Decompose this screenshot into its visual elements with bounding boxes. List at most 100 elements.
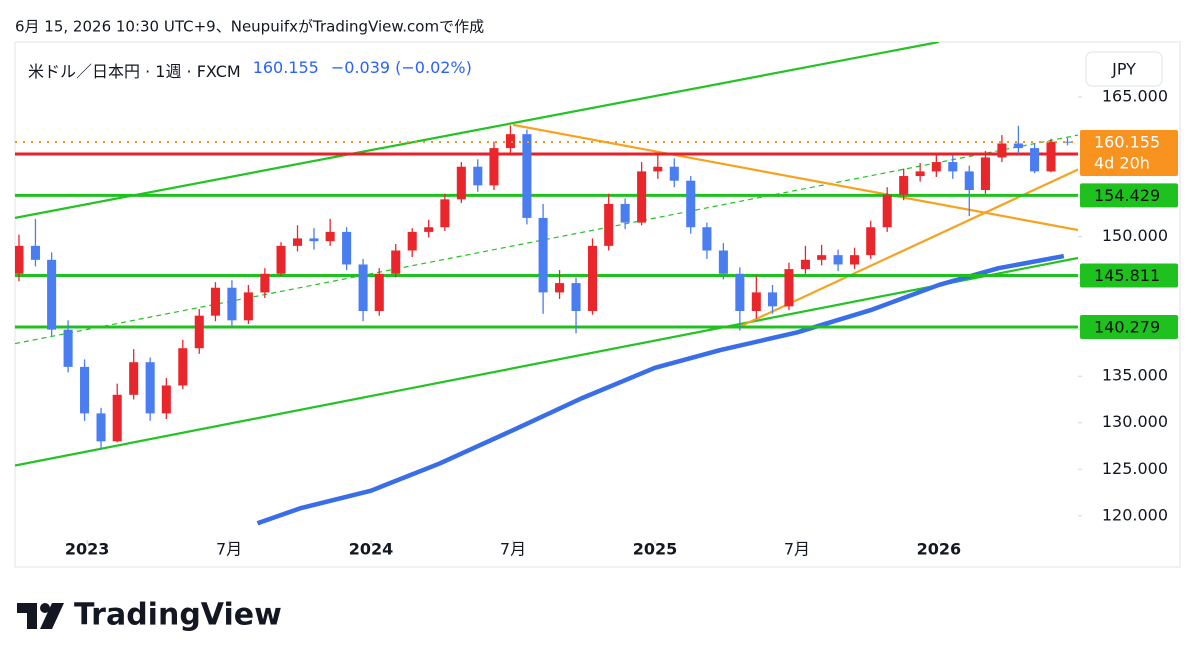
candle-body <box>129 362 139 395</box>
candle-body <box>145 362 155 414</box>
candle-body <box>964 171 974 191</box>
candle-body <box>342 231 352 265</box>
legend: 米ドル／日本円 · 1週 · FXCM 160.155 −0.039 (−0.0… <box>28 58 472 82</box>
price-badge-label: 140.279 <box>1094 318 1160 337</box>
candle-body <box>473 166 483 186</box>
logo-icon <box>40 603 64 629</box>
y-tick-label: 135.000 <box>1102 366 1168 385</box>
candle-body <box>637 171 647 223</box>
last-price: 160.155 <box>252 58 319 77</box>
candle-body <box>653 166 663 172</box>
candle-body <box>161 385 171 414</box>
candle-body <box>1062 141 1073 143</box>
candle-body <box>833 255 843 265</box>
price-badge-label: 145.811 <box>1094 266 1160 285</box>
candle-body <box>112 394 122 442</box>
candle-body <box>374 273 384 312</box>
countdown-label: 4d 20h <box>1094 154 1150 173</box>
candle-body <box>1030 148 1040 172</box>
candle-body <box>80 366 90 414</box>
candle-body <box>702 227 712 251</box>
candle-body <box>1013 143 1023 149</box>
currency-label[interactable]: JPY <box>1111 60 1136 79</box>
candle-body <box>915 171 925 177</box>
y-tick-label: 150.000 <box>1102 226 1168 245</box>
candle-body <box>899 176 909 195</box>
price-badge <box>1080 315 1178 340</box>
trend-line <box>15 42 940 220</box>
candle-body <box>309 238 319 242</box>
candle-body <box>751 292 761 312</box>
x-tick-label: 2025 <box>633 540 678 559</box>
candle-body <box>620 203 630 223</box>
candle-body <box>96 413 106 442</box>
candle-body <box>817 255 827 260</box>
candle-body <box>30 245 40 260</box>
trend-line <box>15 256 1078 467</box>
price-change: −0.039 (−0.02%) <box>330 58 472 77</box>
candle-body <box>260 273 270 293</box>
candle-body <box>325 231 335 242</box>
candle-body <box>391 250 401 274</box>
price-badge <box>1080 183 1178 208</box>
candle-body <box>850 255 860 265</box>
brand: TradingView <box>74 598 282 633</box>
candle-body <box>358 264 368 312</box>
candle-body <box>555 283 565 293</box>
candle-body <box>489 148 499 186</box>
x-tick-label: 7月 <box>784 540 810 559</box>
candle-body <box>669 166 679 181</box>
candle-body <box>587 245 598 312</box>
moving-average <box>256 253 1065 526</box>
x-tick-label: 2024 <box>349 540 394 559</box>
currency-button[interactable] <box>1085 51 1163 87</box>
x-tick-label: 2023 <box>65 540 110 559</box>
x-tick-label: 2026 <box>917 540 962 559</box>
candle-body <box>1046 141 1056 172</box>
candle-body <box>882 194 892 228</box>
candle-body <box>227 287 237 321</box>
symbol-title: 米ドル／日本円 · 1週 · FXCM <box>28 62 241 81</box>
candle-body <box>784 269 794 307</box>
logo-icon <box>17 603 37 629</box>
y-tick-label: 165.000 <box>1102 86 1168 105</box>
candle-body <box>424 227 434 232</box>
candle-body <box>522 134 532 218</box>
candle-body <box>538 217 548 293</box>
axes: 120.000125.000130.000135.000140.000145.0… <box>65 86 1178 559</box>
candle-body <box>505 134 515 149</box>
candle-body <box>15 245 24 274</box>
candle-body <box>686 180 696 228</box>
trend-line <box>512 123 1078 232</box>
candle-body <box>194 315 204 349</box>
candle-body <box>456 166 466 200</box>
y-tick-label: 120.000 <box>1102 505 1168 524</box>
candle-body <box>604 203 614 246</box>
y-tick-label: 125.000 <box>1102 459 1168 478</box>
y-tick-label: 130.000 <box>1102 412 1168 431</box>
candle-body <box>931 162 941 172</box>
candle-body <box>866 227 876 256</box>
logo-icon <box>40 603 50 613</box>
chart-frame <box>14 41 1181 568</box>
candle-body <box>243 292 253 321</box>
candle-body <box>800 259 810 270</box>
candle-body <box>718 250 728 274</box>
candle-body <box>735 273 745 312</box>
candle-body <box>948 162 958 172</box>
candle-body <box>407 231 417 251</box>
price-badge-label: 154.429 <box>1094 186 1160 205</box>
candle-body <box>571 283 581 312</box>
candle-body <box>47 259 57 330</box>
candle-body <box>440 199 450 228</box>
candle-body <box>767 292 778 307</box>
candle-body <box>63 329 73 367</box>
candle-body <box>276 245 286 274</box>
plot-area <box>15 42 1078 526</box>
candle-body <box>292 238 303 246</box>
candle-body <box>980 157 990 191</box>
last-price-badge <box>1080 130 1178 177</box>
candle-body <box>210 287 220 316</box>
